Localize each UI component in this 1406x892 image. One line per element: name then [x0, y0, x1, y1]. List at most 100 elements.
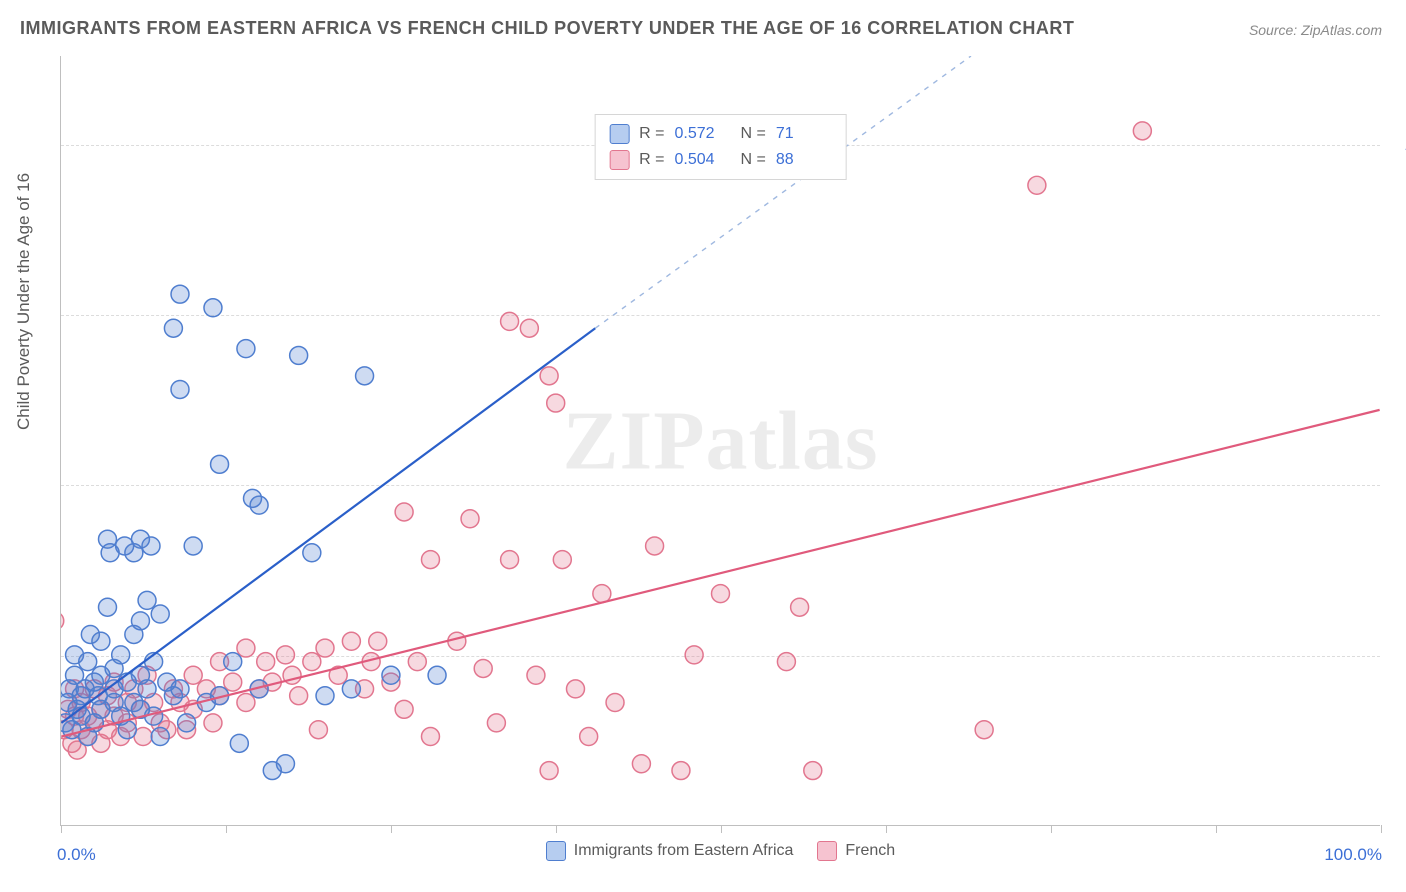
- x-axis-tick: [61, 825, 62, 833]
- data-point: [204, 299, 222, 317]
- y-axis-tick-label: 50.0%: [1384, 475, 1406, 495]
- data-point: [382, 666, 400, 684]
- data-point: [540, 367, 558, 385]
- data-point: [804, 762, 822, 780]
- data-point: [632, 755, 650, 773]
- data-point: [171, 285, 189, 303]
- data-point: [204, 714, 222, 732]
- data-point: [356, 367, 374, 385]
- legend-r-label: R =: [639, 125, 664, 143]
- x-axis-tick: [391, 825, 392, 833]
- trend-line: [61, 410, 1379, 737]
- data-point: [421, 551, 439, 569]
- data-point: [408, 653, 426, 671]
- data-point: [290, 346, 308, 364]
- data-point: [421, 728, 439, 746]
- trend-line-extension: [595, 56, 971, 328]
- data-point: [606, 694, 624, 712]
- data-point: [1133, 122, 1151, 140]
- data-point: [224, 673, 242, 691]
- data-point: [211, 455, 229, 473]
- data-point: [685, 646, 703, 664]
- data-point: [276, 646, 294, 664]
- legend-r-label: R =: [639, 151, 664, 169]
- data-point: [99, 598, 117, 616]
- legend-n-value: 71: [776, 125, 832, 143]
- data-point: [138, 591, 156, 609]
- data-point: [1028, 176, 1046, 194]
- legend-series-item: Immigrants from Eastern Africa: [546, 841, 794, 861]
- data-point: [527, 666, 545, 684]
- source-label: Source: ZipAtlas.com: [1249, 22, 1382, 38]
- legend-swatch-icon: [817, 841, 837, 861]
- data-point: [276, 755, 294, 773]
- trend-line: [61, 328, 595, 723]
- data-point: [184, 537, 202, 555]
- data-point: [303, 653, 321, 671]
- data-point: [461, 510, 479, 528]
- data-point: [237, 694, 255, 712]
- legend-series-label: French: [845, 842, 895, 860]
- plot-area: ZIPatlas R = 0.572 N = 71 R = 0.504 N = …: [60, 56, 1380, 826]
- x-axis-tick: [886, 825, 887, 833]
- data-point: [316, 687, 334, 705]
- legend-stats: R = 0.572 N = 71 R = 0.504 N = 88: [594, 114, 847, 180]
- x-axis-tick: [1051, 825, 1052, 833]
- x-axis-tick: [1381, 825, 1382, 833]
- data-point: [118, 721, 136, 739]
- data-point: [672, 762, 690, 780]
- legend-series-label: Immigrants from Eastern Africa: [574, 842, 794, 860]
- legend-swatch-icon: [609, 124, 629, 144]
- data-point: [171, 680, 189, 698]
- x-axis-tick: [556, 825, 557, 833]
- data-point: [580, 728, 598, 746]
- data-point: [151, 605, 169, 623]
- data-point: [342, 680, 360, 698]
- legend-n-value: 88: [776, 151, 832, 169]
- legend-series-item: French: [817, 841, 895, 861]
- y-axis-tick-label: 75.0%: [1384, 305, 1406, 325]
- data-point: [646, 537, 664, 555]
- data-point: [237, 639, 255, 657]
- data-point: [791, 598, 809, 616]
- data-point: [237, 340, 255, 358]
- data-point: [230, 734, 248, 752]
- legend-stats-row: R = 0.572 N = 71: [609, 121, 832, 147]
- data-point: [777, 653, 795, 671]
- data-point: [290, 687, 308, 705]
- data-point: [309, 721, 327, 739]
- legend-stats-row: R = 0.504 N = 88: [609, 147, 832, 173]
- data-point: [112, 646, 130, 664]
- data-point: [540, 762, 558, 780]
- data-point: [61, 612, 64, 630]
- legend-r-value: 0.504: [675, 151, 731, 169]
- x-axis-tick: [1216, 825, 1217, 833]
- y-axis-label: Child Poverty Under the Age of 16: [14, 173, 34, 430]
- x-axis-tick: [226, 825, 227, 833]
- data-point: [593, 585, 611, 603]
- legend-r-value: 0.572: [675, 125, 731, 143]
- data-point: [369, 632, 387, 650]
- data-point: [448, 632, 466, 650]
- data-point: [224, 653, 242, 671]
- data-point: [142, 537, 160, 555]
- data-point: [342, 632, 360, 650]
- legend-series: Immigrants from Eastern Africa French: [61, 841, 1380, 861]
- data-point: [501, 551, 519, 569]
- legend-n-label: N =: [741, 151, 766, 169]
- y-axis-tick-label: 100.0%: [1384, 135, 1406, 155]
- data-point: [316, 639, 334, 657]
- data-point: [501, 312, 519, 330]
- data-point: [131, 612, 149, 630]
- x-axis-tick: [721, 825, 722, 833]
- data-point: [547, 394, 565, 412]
- data-point: [428, 666, 446, 684]
- data-point: [79, 653, 97, 671]
- data-point: [567, 680, 585, 698]
- data-point: [171, 380, 189, 398]
- data-point: [975, 721, 993, 739]
- data-point: [138, 680, 156, 698]
- legend-swatch-icon: [546, 841, 566, 861]
- chart-title: IMMIGRANTS FROM EASTERN AFRICA VS FRENCH…: [20, 18, 1074, 39]
- data-point: [395, 503, 413, 521]
